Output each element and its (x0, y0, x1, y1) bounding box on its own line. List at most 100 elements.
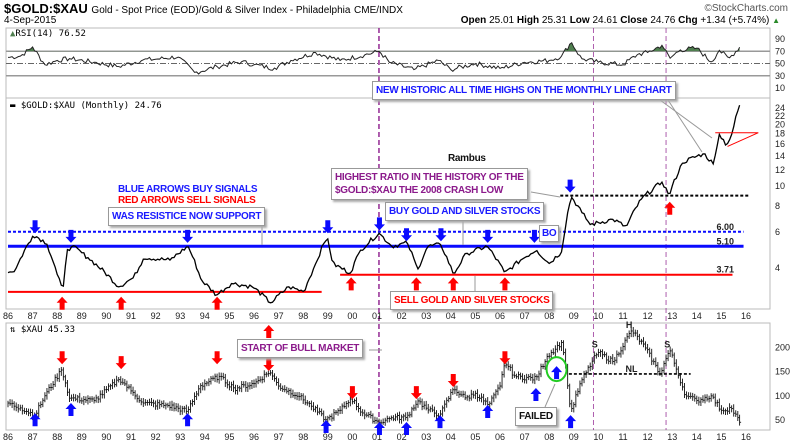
xau-bar (593, 351, 596, 364)
main-tick-label: 18 (775, 129, 785, 139)
xau-bar (206, 380, 209, 387)
xau-bar (308, 401, 311, 408)
main-tick-label: 16 (775, 139, 785, 149)
xau-x-tick-label: 90 (101, 432, 111, 442)
main-x-tick-label: 13 (667, 311, 677, 321)
xau-bar (212, 375, 215, 381)
xau-bar (618, 351, 621, 357)
xau-bar (140, 398, 143, 406)
xau-bar (657, 362, 660, 376)
xau-x-tick-label: 06 (495, 432, 505, 442)
xau-bar (669, 346, 672, 358)
main-x-tick-label: 86 (3, 311, 13, 321)
sell-arrow-icon (115, 356, 127, 370)
xau-x-tick-label: 94 (200, 432, 210, 442)
xau-x-tick-label: 09 (569, 432, 579, 442)
xau-bar (706, 394, 709, 402)
callout-pointer-0 (667, 99, 703, 153)
xau-bar (632, 326, 635, 338)
xau-bar (349, 396, 352, 407)
main-x-tick-label: 12 (643, 311, 653, 321)
main-x-tick-label: 00 (347, 311, 357, 321)
xau-x-tick-label: 00 (347, 432, 357, 442)
xau-bar (251, 380, 254, 389)
xau-bar (423, 401, 426, 410)
xau-x-tick-label: 04 (446, 432, 456, 442)
xau-bar (146, 399, 149, 406)
xau-x-tick-label: 96 (249, 432, 259, 442)
xau-bar (515, 373, 518, 379)
xau-bar (315, 405, 317, 413)
xau-bar (30, 408, 33, 417)
xau-bar (118, 377, 121, 383)
xau-bar (79, 392, 82, 404)
xau-bar (606, 352, 609, 364)
xau-bar (319, 407, 322, 415)
xau-bar (630, 327, 633, 338)
xau-bar (159, 399, 162, 409)
xau-bar (228, 381, 231, 391)
xau-bar (292, 389, 295, 398)
main-x-tick-label: 90 (101, 311, 111, 321)
xau-x-tick-label: 95 (224, 432, 234, 442)
xau-bar (403, 413, 406, 422)
xau-bar (524, 374, 527, 384)
xau-bar (372, 413, 375, 424)
resistance-support-callout: WAS RESISTICE NOW SUPPORT (108, 207, 266, 226)
buy-arrow-icon (182, 413, 194, 427)
xau-bar (161, 400, 164, 408)
xau-bar (64, 374, 67, 388)
xau-bar (124, 379, 127, 387)
xau-bar (81, 397, 84, 404)
xau-bar (272, 370, 274, 381)
xau-bar (587, 365, 590, 375)
xau-bar (296, 392, 299, 401)
xau-bar (239, 385, 242, 392)
buy-arrow-icon (182, 229, 194, 243)
xau-bar (472, 390, 475, 399)
callout-pointer-1 (659, 99, 713, 139)
xau-bar (302, 393, 305, 404)
xau-bar (183, 405, 186, 413)
xau-x-tick-label: 15 (716, 432, 726, 442)
buy-arrow-icon (65, 403, 77, 417)
xau-bar (522, 373, 525, 383)
xau-bar (11, 399, 14, 409)
main-x-tick-label: 09 (569, 311, 579, 321)
main-tick-label: 22 (775, 111, 785, 121)
xau-bar (493, 392, 496, 403)
xau-bar (91, 396, 94, 402)
main-x-tick-label: 93 (175, 311, 185, 321)
xau-bar (600, 349, 602, 357)
xau-bar (192, 399, 194, 407)
xau-bar (323, 410, 326, 423)
xau-bar (73, 393, 76, 402)
xau-bar (235, 384, 238, 395)
xau-bar (364, 409, 367, 420)
xau-x-tick-label: 14 (692, 432, 702, 442)
xau-bar (442, 405, 445, 417)
xau-bar (85, 396, 88, 403)
xau-bar (329, 414, 332, 421)
xau-bar (105, 386, 108, 394)
xau-bar (13, 401, 16, 411)
main-x-tick-label: 06 (495, 311, 505, 321)
buy-arrow-icon (435, 228, 447, 242)
xau-bar (499, 381, 502, 391)
xau-x-tick-label: 10 (593, 432, 603, 442)
xau-bar (120, 376, 123, 386)
buy-arrow-icon (565, 415, 577, 429)
xau-bar (647, 343, 650, 354)
chart-date: 4-Sep-2015 (4, 15, 57, 26)
xau-bar (274, 373, 276, 382)
xau-bar (612, 354, 615, 365)
xau-bar (247, 382, 250, 392)
xau-bar (446, 397, 449, 408)
xau-bar (663, 360, 666, 374)
xau-bar (548, 352, 551, 359)
ohlc-readout: Open 25.01 High 25.31 Low 24.61 Close 24… (461, 15, 780, 26)
xau-bar (388, 416, 391, 423)
xau-bar (563, 340, 566, 356)
xau-bar (712, 393, 715, 400)
xau-bar (333, 408, 336, 421)
